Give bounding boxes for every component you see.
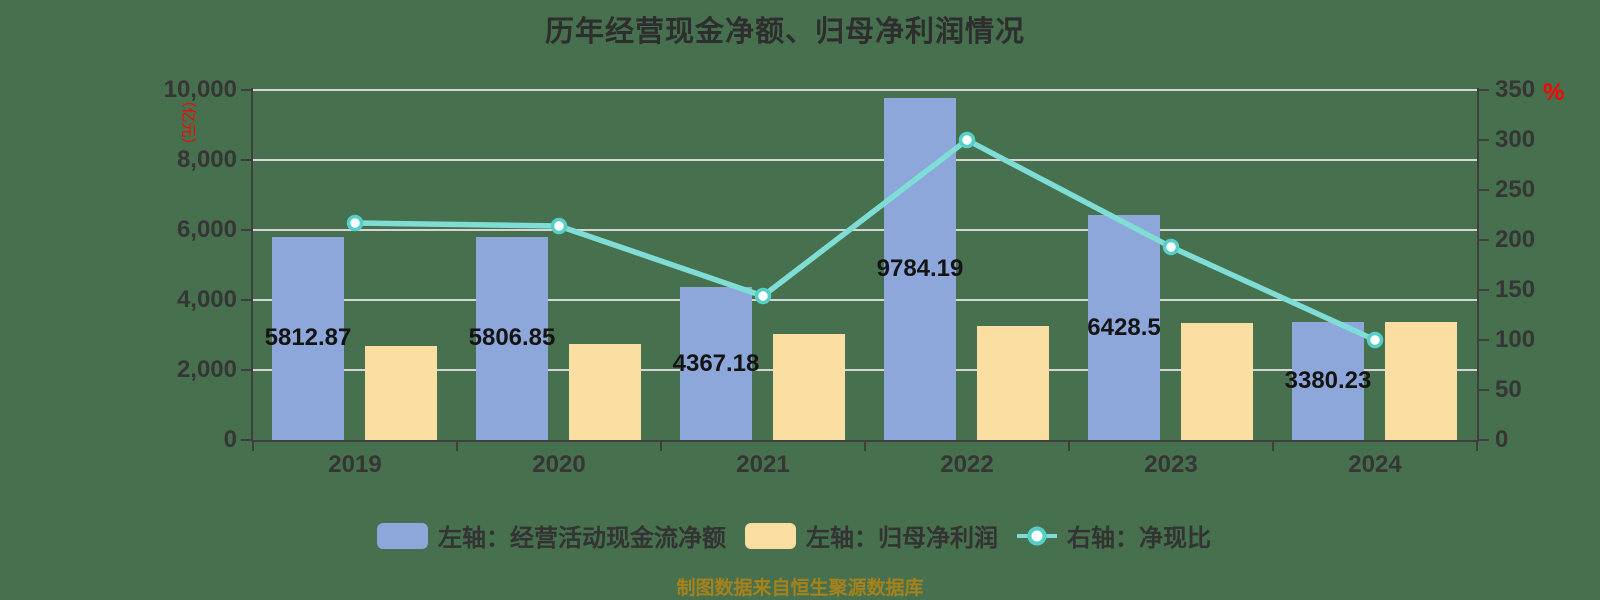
legend: 左轴：经营活动现金流净额 左轴：归母净利润 右轴：净现比 xyxy=(377,518,1211,553)
right-axis-tick-label: 50 xyxy=(1495,376,1522,403)
x-axis-tick xyxy=(456,442,458,451)
x-axis-tick xyxy=(660,442,662,451)
line-marker xyxy=(754,287,772,305)
left-axis-tick xyxy=(241,159,251,161)
gridline xyxy=(253,159,1477,161)
x-axis-tick xyxy=(1272,442,1274,451)
gridline xyxy=(253,299,1477,301)
bar-net-profit xyxy=(569,344,641,440)
bar-value-label: 9784.19 xyxy=(876,254,964,282)
x-axis-label: 2022 xyxy=(940,451,994,478)
legend-swatch-blue xyxy=(377,522,428,549)
right-axis-tick xyxy=(1479,239,1489,241)
right-axis-tick-label: 100 xyxy=(1495,326,1536,353)
left-axis-tick xyxy=(241,369,251,371)
legend-label-cash-ratio: 右轴：净现比 xyxy=(1067,525,1211,552)
legend-item-cash-ratio: 右轴：净现比 xyxy=(1017,518,1211,553)
left-axis-tick-label: 6,000 xyxy=(176,216,237,243)
left-axis-tick xyxy=(241,229,251,231)
gridline xyxy=(253,89,1477,91)
left-axis-tick-label: 0 xyxy=(223,426,237,453)
right-axis-tick-label: 0 xyxy=(1495,426,1509,453)
right-axis-tick xyxy=(1479,439,1489,441)
bar-operating-cashflow xyxy=(1292,321,1364,440)
right-axis-tick xyxy=(1479,89,1489,91)
left-axis-tick-label: 4,000 xyxy=(176,286,237,313)
right-axis-tick xyxy=(1479,339,1489,341)
bar-net-profit xyxy=(977,325,1049,440)
bar-net-profit xyxy=(1385,322,1457,440)
x-axis-tick xyxy=(1476,442,1478,451)
x-axis-tick xyxy=(864,442,866,451)
right-axis-tick-label: 250 xyxy=(1495,176,1536,203)
bar-value-label: 4367.18 xyxy=(672,349,760,377)
line-marker xyxy=(346,214,364,232)
left-axis-tick xyxy=(241,299,251,301)
left-axis-tick xyxy=(241,439,251,441)
right-axis-tick-label: 150 xyxy=(1495,276,1536,303)
legend-label-operating-cashflow: 左轴：经营活动现金流净额 xyxy=(438,525,726,552)
chart-title: 历年经营现金净额、归母净利润情况 xyxy=(544,16,1025,48)
x-axis-label: 2024 xyxy=(1348,451,1402,478)
right-axis-tick xyxy=(1479,139,1489,141)
bar-value-label: 3380.23 xyxy=(1284,366,1372,394)
bar-net-profit xyxy=(773,333,845,440)
legend-item-net-profit: 左轴：归母净利润 xyxy=(745,518,998,553)
right-axis-tick xyxy=(1479,289,1489,291)
left-axis-tick-label: 8,000 xyxy=(176,146,237,173)
right-axis-tick-label: 350 xyxy=(1495,76,1536,103)
x-axis-tick xyxy=(1068,442,1070,451)
bar-value-label: 6428.5 xyxy=(1087,313,1161,341)
x-axis-label: 2020 xyxy=(532,451,586,478)
right-axis-tick xyxy=(1479,189,1489,191)
line-marker xyxy=(550,217,568,235)
line-marker xyxy=(958,131,976,149)
right-axis-tick xyxy=(1479,389,1489,391)
x-axis-line xyxy=(251,440,1479,442)
x-axis-label: 2021 xyxy=(736,451,790,478)
bar-net-profit xyxy=(1181,323,1253,440)
line-marker xyxy=(1366,331,1384,349)
x-axis-label: 2023 xyxy=(1144,451,1198,478)
gridline xyxy=(253,229,1477,231)
left-axis-line xyxy=(251,88,253,442)
left-axis-tick xyxy=(241,89,251,91)
legend-marker-dot xyxy=(1027,526,1047,545)
ratio-polyline xyxy=(352,137,1378,343)
bar-operating-cashflow xyxy=(680,287,752,440)
data-source-caption: 制图数据来自恒生聚源数据库 xyxy=(676,578,924,599)
legend-line-marker-icon xyxy=(1017,523,1057,549)
left-axis-tick-label: 2,000 xyxy=(176,356,237,383)
legend-item-operating-cashflow: 左轴：经营活动现金流净额 xyxy=(377,518,726,553)
bar-value-label: 5806.85 xyxy=(468,324,556,352)
x-axis-tick xyxy=(252,442,254,451)
bar-operating-cashflow xyxy=(476,236,548,440)
bar-operating-cashflow xyxy=(272,236,344,440)
legend-label-net-profit: 左轴：归母净利润 xyxy=(806,525,998,552)
left-axis-tick-label: 10,000 xyxy=(163,76,237,103)
bar-value-label: 5812.87 xyxy=(264,324,352,352)
legend-swatch-yellow xyxy=(745,522,796,549)
right-axis-line xyxy=(1477,88,1479,442)
right-axis-tick-label: 300 xyxy=(1495,126,1536,153)
bar-net-profit xyxy=(365,346,437,440)
line-marker xyxy=(1162,238,1180,256)
x-axis-label: 2019 xyxy=(328,451,382,478)
bar-operating-cashflow xyxy=(1088,215,1160,440)
right-axis-tick-label: 200 xyxy=(1495,226,1536,253)
gridline xyxy=(253,369,1477,371)
right-axis-unit-label: % xyxy=(1543,79,1565,106)
